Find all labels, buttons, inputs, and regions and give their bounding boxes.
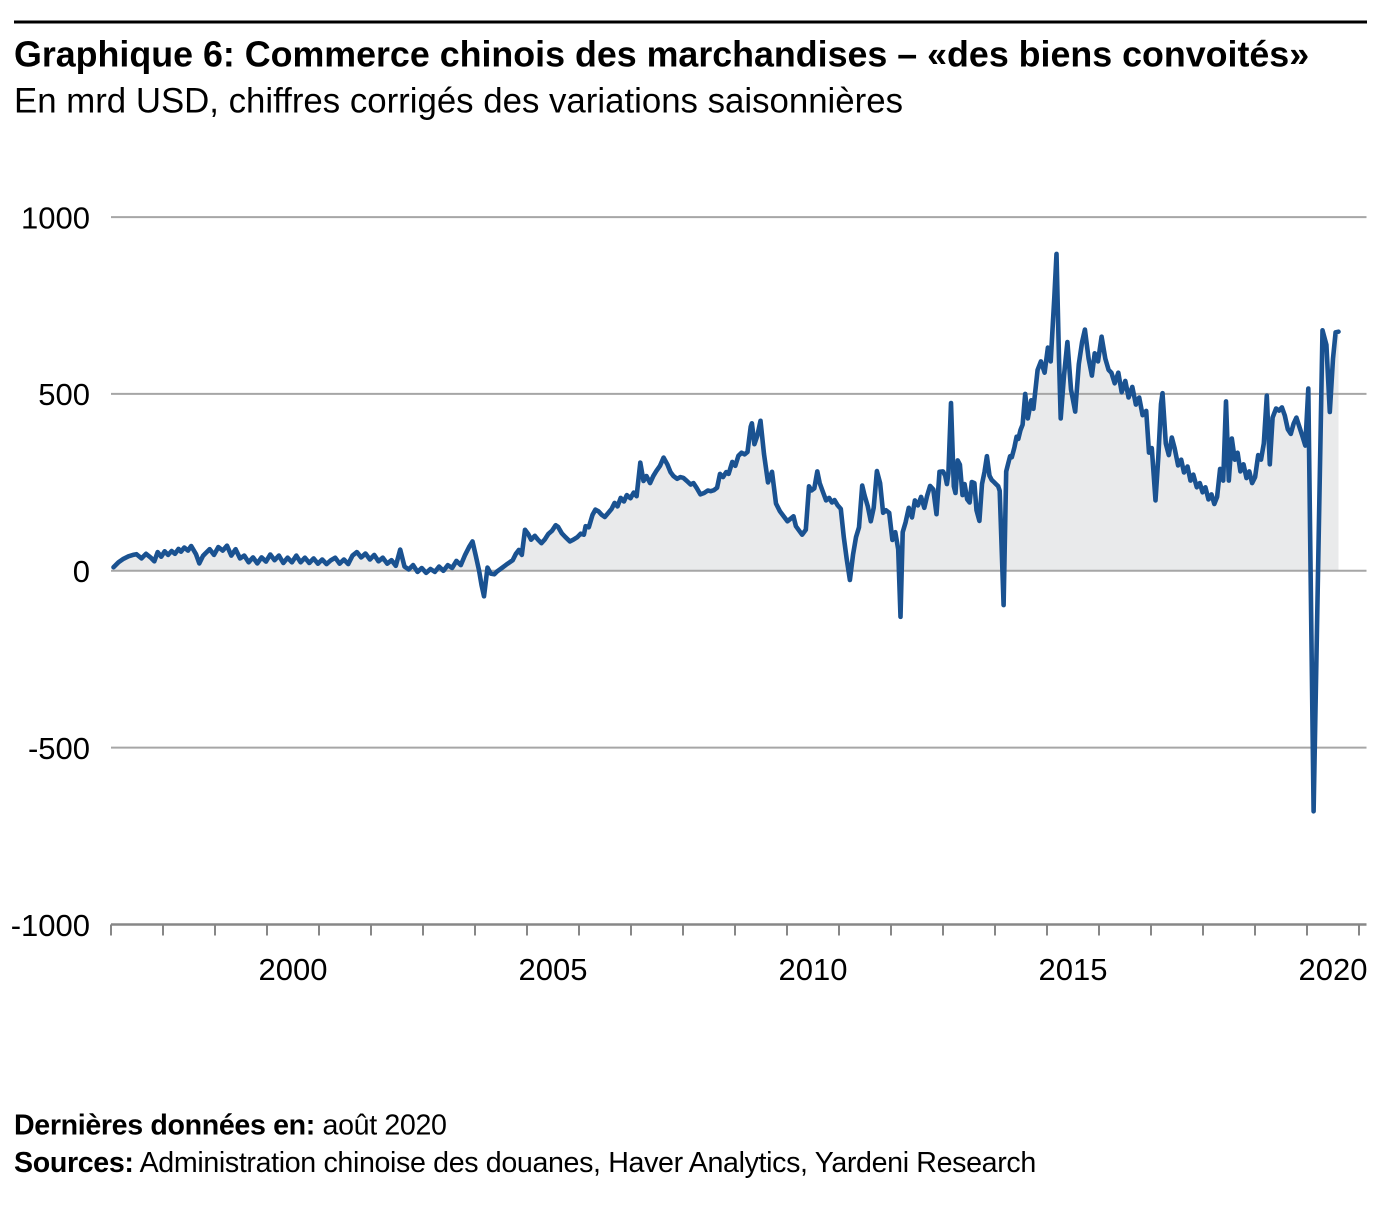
svg-text:2015: 2015: [1039, 952, 1108, 987]
svg-text:En mrd USD, chiffres corrigés: En mrd USD, chiffres corrigés des variat…: [14, 82, 903, 121]
svg-text:2000: 2000: [259, 952, 328, 987]
svg-text:Sources: Administration chinoi: Sources: Administration chinoise des dou…: [14, 1147, 1036, 1179]
svg-text:2005: 2005: [519, 952, 588, 987]
svg-text:-1000: -1000: [11, 908, 90, 943]
svg-text:2010: 2010: [779, 952, 848, 987]
svg-text:0: 0: [73, 554, 90, 589]
svg-text:2020: 2020: [1299, 952, 1368, 987]
svg-text:-500: -500: [28, 731, 90, 766]
svg-text:500: 500: [38, 377, 90, 412]
svg-text:Dernières données en: août 202: Dernières données en: août 2020: [14, 1110, 447, 1142]
svg-text:1000: 1000: [21, 200, 90, 235]
svg-text:Graphique 6: Commerce chinois: Graphique 6: Commerce chinois des marcha…: [14, 35, 1309, 75]
